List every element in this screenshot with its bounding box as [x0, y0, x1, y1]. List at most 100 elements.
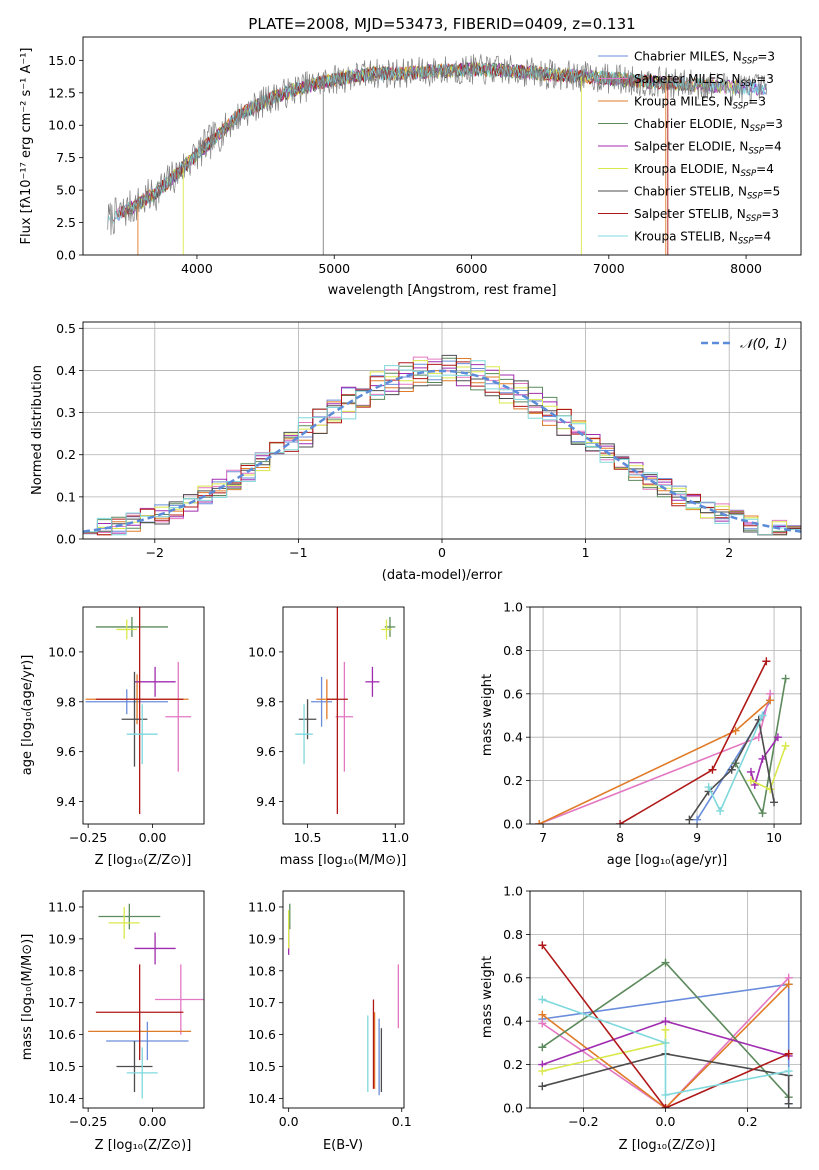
mass-weight-marker [766, 696, 775, 705]
y-tick-label: 0.0 [503, 817, 523, 832]
plot-area [83, 354, 801, 536]
y-tick-label: 9.8 [56, 694, 76, 709]
y-tick-label: 10.5 [48, 1059, 76, 1074]
y-tick-label: 10.0 [48, 644, 76, 659]
mass-weight-marker [693, 815, 702, 824]
mass-weight-marker [708, 765, 717, 774]
x-tick-label: −0.25 [69, 1114, 107, 1129]
x-tick-label: 0.0 [656, 1114, 676, 1129]
mass-weight-marker [538, 941, 547, 950]
y-tick-label: 11.0 [248, 899, 276, 914]
age-z-ylabel: age [log₁₀(age/yr)] [20, 655, 35, 776]
mass-weight-marker [704, 783, 713, 792]
y-tick-label: 10.7 [48, 995, 76, 1010]
axes-frame [82, 890, 205, 1109]
gaussian-reference-curve [83, 369, 801, 533]
y-tick-label: 10.4 [48, 1091, 76, 1106]
legend-label-sub: SSP [750, 124, 766, 134]
weight-age-panel: 7 8 9 10 0.0 0.2 0.4 0.6 0.8 1.0 age [log₁₀(age/y… [480, 600, 802, 868]
plot-area [295, 607, 396, 815]
axes-frame [282, 890, 405, 1109]
residual-plot: −2 −1 0 1 2 0.0 0.1 0.2 0.3 0.4 0.5 [56, 321, 802, 560]
mass-weight-marker [661, 1017, 670, 1026]
mass-weight-marker [781, 741, 790, 750]
mass-weight-marker [758, 809, 767, 818]
x-tick-label: −1 [289, 545, 307, 560]
y-tick-label: 0.5 [56, 321, 76, 336]
y-tick-label: 0.8 [503, 927, 523, 942]
age-mass-panel: 10.5 11.0 9.4 9.6 9.8 10.0 mass [log₁₀(M/M⊙)] [248, 606, 409, 868]
axes-frame [82, 321, 802, 540]
legend-label-main: Chabrier ELODIE, N [634, 117, 750, 131]
mass-weight-marker [716, 806, 725, 815]
spectrum-title: PLATE=2008, MJD=53473, FIBERID=0409, z=0… [248, 15, 635, 33]
axes-frame [82, 606, 205, 825]
legend-label: Salpeter STELIB, NSSP=3 [634, 207, 779, 224]
mass-weight-marker [661, 1038, 670, 1047]
weight-z-plot: −0.2 0.0 0.2 0.0 0.2 0.4 0.6 0.8 1.0 [503, 884, 802, 1129]
x-tick-label: 8 [616, 830, 624, 845]
legend-label: Chabrier ELODIE, NSSP=3 [634, 117, 783, 134]
mass-weight-marker [746, 776, 755, 785]
x-tick-label: 7000 [593, 261, 625, 276]
legend-label-tail: =4 [754, 230, 772, 244]
legend-label: Kroupa MILES, NSSP=3 [634, 95, 766, 112]
age-mass-xlabel: mass [log₁₀(M/M⊙)] [280, 853, 407, 868]
legend-label-sub: SSP [748, 147, 764, 157]
x-tick-label: 5000 [318, 261, 350, 276]
mass-weight-line [541, 983, 790, 1108]
legend-label: Chabrier MILES, NSSP=3 [634, 50, 775, 67]
residual-legend: 𝒩(0, 1) [701, 337, 787, 352]
mass-weight-marker [758, 754, 767, 763]
spectrum-xlabel: wavelength [Angstrom, rest frame] [328, 283, 557, 298]
spectrum-ylabel: Flux [fλ10⁻¹⁷ erg cm⁻² s⁻¹ A⁻¹] [19, 48, 34, 245]
y-tick-label: 0.0 [56, 248, 76, 263]
legend-label: Chabrier STELIB, NSSP=5 [634, 185, 780, 202]
legend-label-main: Salpeter MILES, N [634, 72, 741, 86]
x-tick-label: 0 [438, 545, 446, 560]
mass-z-plot: −0.25 0.00 10.4 10.5 10.6 10.7 10.8 10.9 11.0 [48, 890, 205, 1129]
y-tick-label: 7.5 [56, 150, 76, 165]
x-tick-label: 7 [539, 830, 547, 845]
mass-weight-line [541, 977, 790, 1108]
y-tick-label: 0.6 [503, 686, 523, 701]
plot-area [88, 903, 204, 1099]
legend-label-main: Chabrier MILES, N [634, 50, 742, 64]
spectrum-legend: Chabrier MILES, NSSP=3 Salpeter MILES, N S… [598, 50, 783, 247]
mass-weight-marker [538, 1082, 547, 1091]
spectrum-panel: PLATE=2008, MJD=53473, FIBERID=0409, z=0… [19, 15, 802, 298]
x-tick-label: 10 [766, 830, 782, 845]
y-tick-label: 9.8 [256, 694, 276, 709]
x-tick-label: −0.2 [568, 1114, 598, 1129]
weight-age-xlabel: age [log₁₀(age/yr)] [607, 853, 728, 868]
weight-z-panel: −0.2 0.0 0.2 0.0 0.2 0.4 0.6 0.8 1.0 Z [log₁₀(Z/… [480, 884, 802, 1153]
axes-frame [529, 890, 802, 1109]
axes-frame [82, 36, 802, 256]
mass-weight-marker [770, 798, 779, 807]
legend-label: Kroupa ELODIE, NSSP=4 [634, 162, 774, 179]
x-tick-label: 0.0 [279, 1114, 299, 1129]
residual-xlabel: (data-model)/error [382, 568, 503, 583]
plot-area [85, 607, 192, 815]
y-tick-label: 10.7 [248, 995, 276, 1010]
age-mass-plot: 10.5 11.0 9.4 9.6 9.8 10.0 [248, 606, 409, 845]
y-tick-label: 0.2 [503, 1057, 523, 1072]
y-tick-label: 9.4 [256, 794, 276, 809]
y-tick-label: 0.0 [56, 532, 76, 547]
y-tick-label: 10.8 [48, 963, 76, 978]
y-tick-label: 12.5 [48, 85, 76, 100]
legend-label: Salpeter ELODIE, NSSP=4 [634, 140, 782, 157]
mass-weight-marker [538, 995, 547, 1004]
mass-weight-marker [538, 1010, 547, 1019]
x-tick-label: 0.00 [139, 830, 167, 845]
x-tick-label: 8000 [730, 261, 762, 276]
legend-label-tail: =5 [763, 185, 781, 199]
x-tick-label: 0.1 [392, 1114, 412, 1129]
mass-ebv-panel: 0.0 0.1 10.4 10.5 10.6 10.7 10.8 10.9 11.0 E(B-V… [248, 890, 412, 1153]
legend-label-main: Salpeter STELIB, N [634, 207, 746, 221]
mass-z-ylabel: mass [log₁₀(M/M⊙)] [20, 934, 35, 1061]
x-tick-label: −0.25 [69, 830, 107, 845]
y-tick-label: 10.4 [248, 1091, 276, 1106]
x-tick-label: −2 [146, 545, 164, 560]
